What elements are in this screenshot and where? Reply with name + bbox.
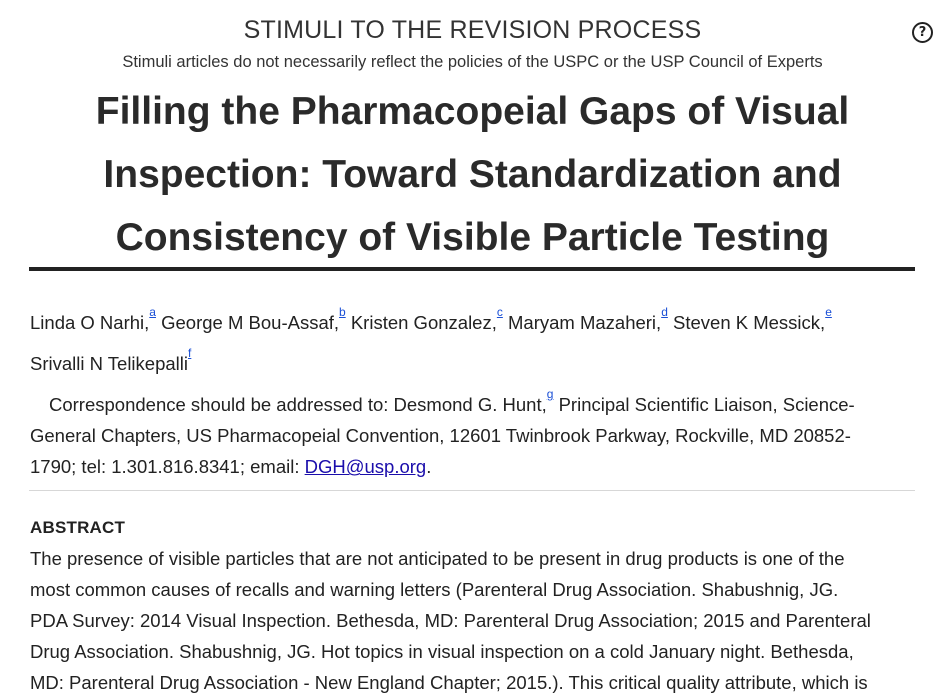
title-divider bbox=[29, 267, 915, 271]
abstract-line: MD: Parenteral Drug Association - New En… bbox=[30, 672, 868, 693]
abstract-line: PDA Survey: 2014 Visual Inspection. Beth… bbox=[30, 610, 871, 631]
correspondence-address: General Chapters, US Pharmacopeial Conve… bbox=[30, 425, 851, 447]
author: Kristen Gonzalez,c bbox=[350, 305, 503, 334]
abstract-line: Drug Association. Shabushnig, JG. Hot to… bbox=[30, 641, 854, 662]
author: George M Bou-Assaf,b bbox=[161, 305, 346, 334]
affiliation-link[interactable]: c bbox=[496, 305, 503, 319]
contact-text: 1790; tel: 1.301.816.8341; email: bbox=[30, 456, 305, 478]
abstract-line: most common causes of recalls and warnin… bbox=[30, 579, 839, 600]
correspondence-contact: 1790; tel: 1.301.816.8341; email: DGH@us… bbox=[30, 451, 910, 482]
author-name: Steven K Messick, bbox=[673, 312, 826, 334]
contact-suffix: . bbox=[426, 456, 432, 478]
affiliation-link[interactable]: d bbox=[661, 305, 668, 319]
abstract-body: The presence of visible particles that a… bbox=[30, 543, 915, 698]
email-link[interactable]: DGH@usp.org bbox=[304, 456, 427, 478]
title-line: Inspection: Toward Standardization and bbox=[103, 153, 842, 196]
author: Maryam Mazaheri,d bbox=[508, 305, 668, 334]
affiliation-link[interactable]: a bbox=[149, 305, 156, 319]
author-name: Maryam Mazaheri, bbox=[508, 312, 662, 334]
affiliation-link[interactable]: g bbox=[546, 387, 554, 402]
author-name: George M Bou-Assaf, bbox=[161, 312, 340, 334]
section-divider bbox=[29, 490, 915, 491]
author: Srivalli N Telikepallif bbox=[30, 346, 191, 375]
author-list: Linda O Narhi,a George M Bou-Assaf,b Kri… bbox=[30, 297, 910, 379]
abstract-line: The presence of visible particles that a… bbox=[30, 548, 845, 569]
series-label: STIMULI TO THE REVISION PROCESS bbox=[243, 16, 702, 44]
authors-block: Linda O Narhi,a George M Bou-Assaf,b Kri… bbox=[30, 297, 910, 482]
affiliation-link[interactable]: b bbox=[339, 305, 346, 319]
affiliation-link[interactable]: f bbox=[188, 346, 192, 361]
abstract-heading: ABSTRACT bbox=[30, 518, 126, 537]
correspondence-prefix: Correspondence should be addressed to: D… bbox=[49, 394, 547, 416]
affiliation-link[interactable]: e bbox=[825, 305, 832, 319]
article-title: Filling the Pharmacopeial Gaps of Visual… bbox=[60, 80, 885, 269]
author-name: Srivalli N Telikepalli bbox=[30, 353, 188, 375]
correspondence-text: Principal Scientific Liaison, Science- bbox=[553, 394, 855, 416]
author-name: Kristen Gonzalez, bbox=[350, 312, 497, 334]
author-name: Linda O Narhi, bbox=[30, 312, 150, 334]
help-icon[interactable]: ? bbox=[912, 22, 933, 43]
title-line: Filling the Pharmacopeial Gaps of Visual bbox=[95, 90, 850, 133]
author: Linda O Narhi,a bbox=[30, 305, 156, 334]
article-header: STIMULI TO THE REVISION PROCESS Stimuli … bbox=[0, 14, 945, 74]
title-line: Consistency of Visible Particle Testing bbox=[115, 216, 830, 259]
correspondence-note: Correspondence should be addressed to: D… bbox=[30, 379, 910, 420]
author: Steven K Messick,e bbox=[673, 305, 832, 334]
disclaimer-text: Stimuli articles do not necessarily refl… bbox=[122, 53, 823, 71]
